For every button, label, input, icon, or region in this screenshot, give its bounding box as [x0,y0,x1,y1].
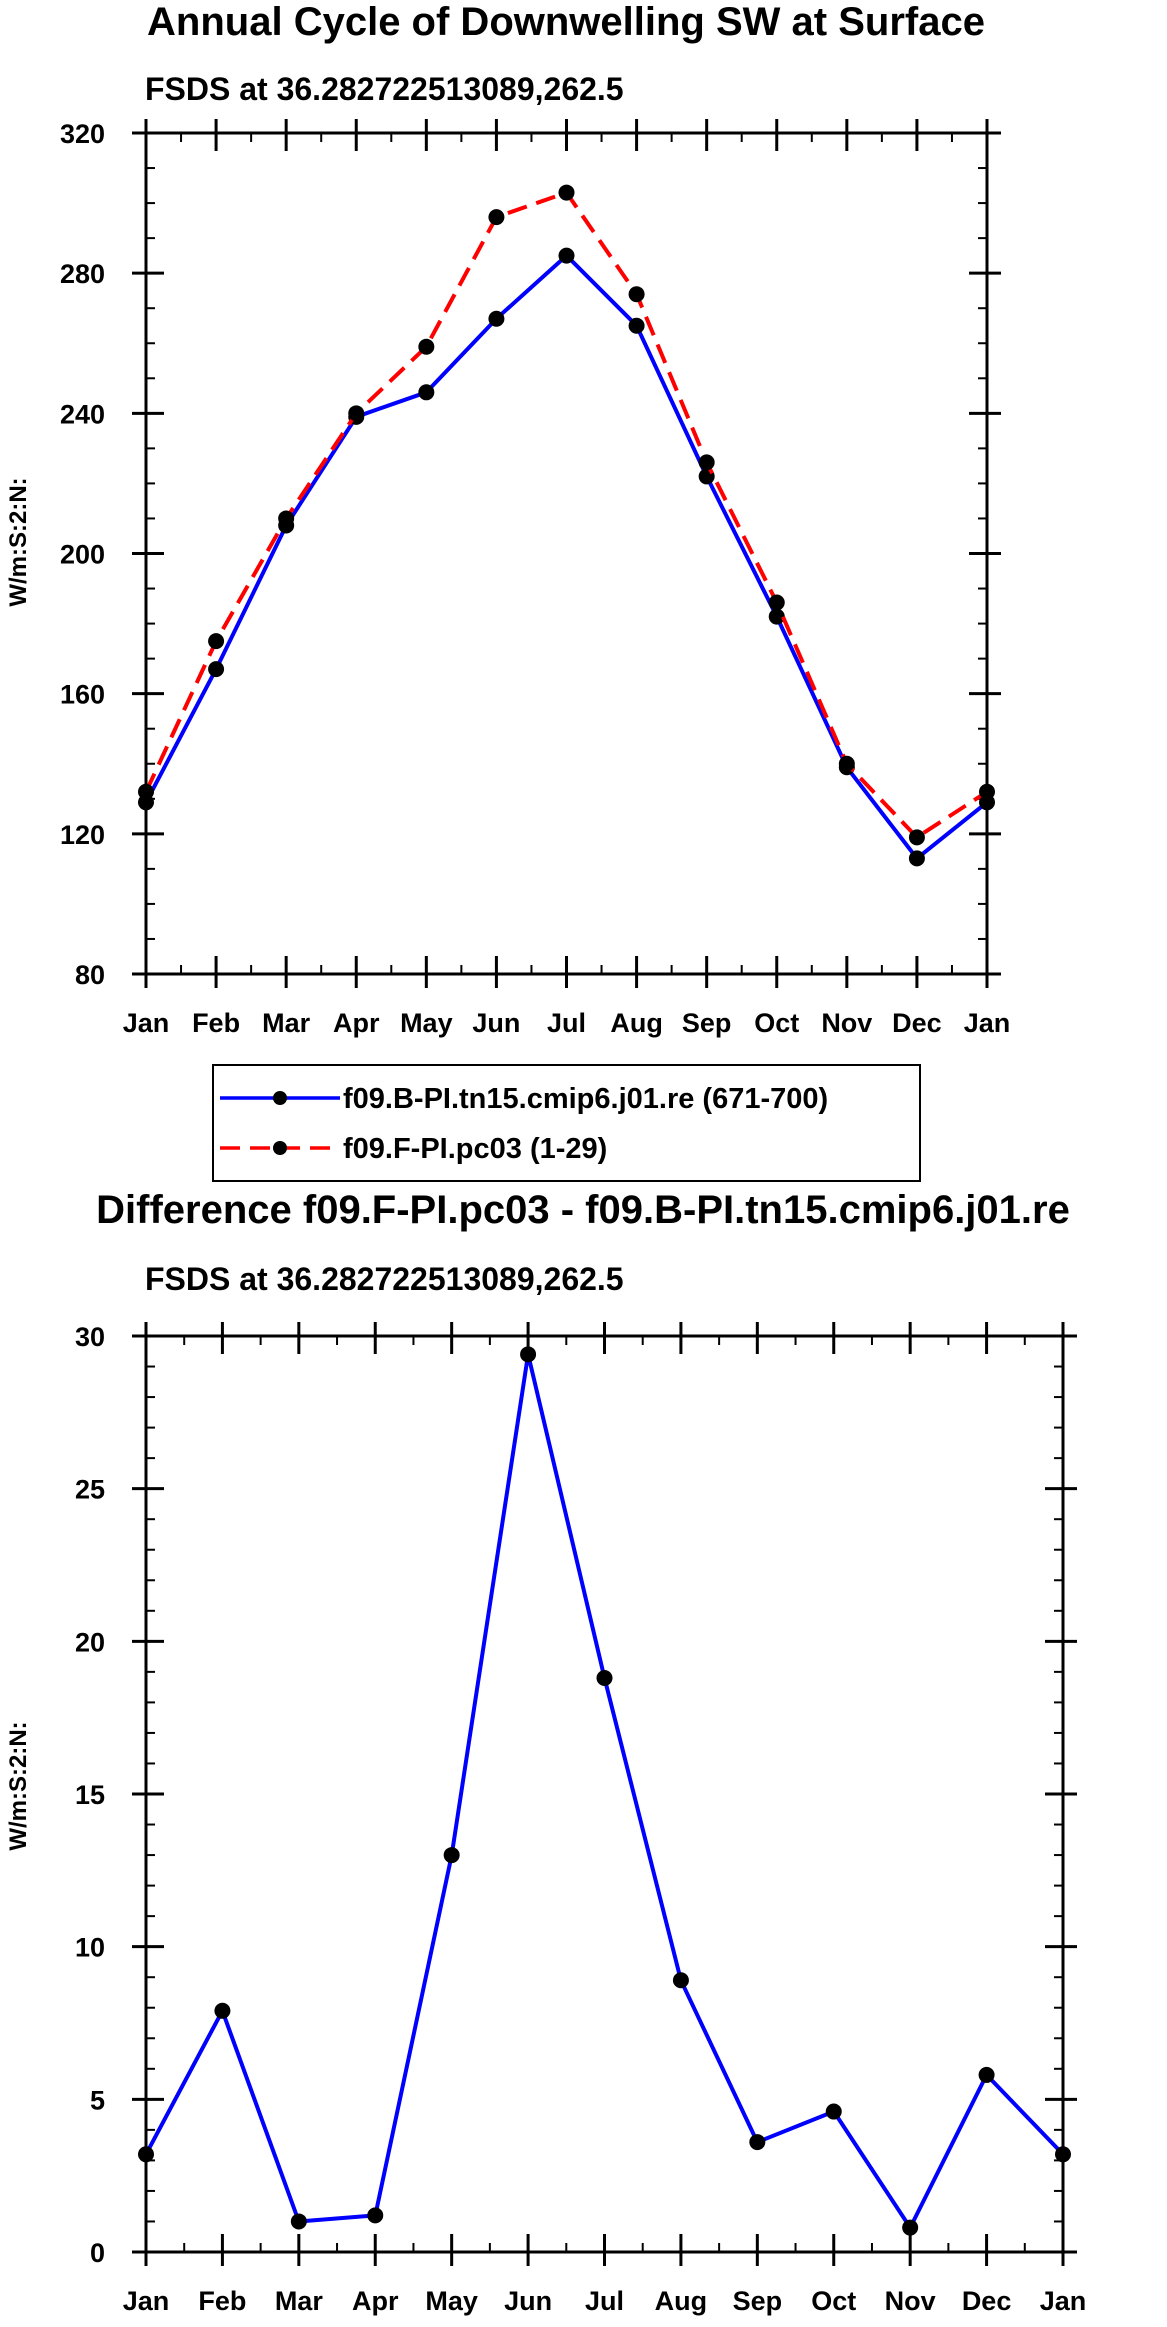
series-line-0 [144,253,989,861]
x-tick-label: Nov [885,2286,936,2316]
data-point [488,310,505,327]
y-tick-label: 120 [60,820,105,850]
difference-panel: Difference f09.F-PI.pc03 - f09.B-PI.tn15… [5,1188,1086,2316]
x-tick-label: Jun [504,2286,552,2316]
data-point [290,2213,307,2230]
data-point [628,286,645,303]
x-tick-label: Jan [964,1008,1011,1038]
y-axis-label: W/m:S:2:N: [5,1721,32,1850]
y-tick-label: 5 [90,2085,105,2115]
x-tick-label: Dec [892,1008,942,1038]
x-tick-label: Apr [333,1008,380,1038]
chart-subtitle: FSDS at 36.282722513089,262.5 [145,1261,624,1297]
x-tick-label: Jul [585,2286,624,2316]
data-point [520,1346,537,1363]
x-tick-label: Mar [262,1008,311,1038]
x-tick-label: Oct [811,2286,856,2316]
x-tick-label: Sep [682,1008,732,1038]
data-point [418,338,435,355]
x-tick-label: Jan [123,1008,170,1038]
chart-subtitle: FSDS at 36.282722513089,262.5 [145,71,624,107]
x-tick-label: Aug [655,2286,707,2316]
data-point [558,247,575,264]
data-point [418,384,435,401]
data-point [978,2066,995,2083]
x-tick-label: Feb [198,2286,246,2316]
y-tick-label: 15 [75,1780,105,1810]
legend-label-test: f09.F-PI.pc03 (1-29) [343,1133,607,1165]
chart-title: Difference f09.F-PI.pc03 - f09.B-PI.tn15… [96,1188,1070,1232]
data-point [908,829,925,846]
y-axis-label: W/m:S:2:N: [5,477,32,606]
x-tick-label: Apr [352,2286,399,2316]
y-tick-label: 0 [90,2238,105,2268]
data-point [214,2002,231,2019]
x-tick-label: May [400,1008,453,1038]
x-tick-label: Feb [192,1008,240,1038]
annual-cycle-panel: Annual Cycle of Downwelling SW at Surfac… [5,0,1010,1182]
data-point [908,850,925,867]
data-point [628,317,645,334]
data-point [596,1669,613,1686]
legend-marker-ctrl [273,1091,287,1105]
x-tick-label: Mar [275,2286,324,2316]
x-tick-label: Nov [821,1008,872,1038]
data-point [367,2207,384,2224]
data-point [278,510,295,527]
y-tick-label: 10 [75,1933,105,1963]
x-tick-label: Dec [962,2286,1012,2316]
series-lines [138,1346,1071,2236]
x-tick-label: May [425,2286,478,2316]
data-point [488,209,505,226]
data-point [768,608,785,625]
x-tick-label: Jan [1040,2286,1087,2316]
data-point [768,594,785,611]
data-point [902,2219,919,2236]
y-tick-label: 80 [75,960,105,990]
data-point [825,2103,842,2120]
data-point [208,661,225,678]
series-line-1 [144,190,989,840]
y-tick-label: 240 [60,399,105,429]
data-point [208,633,225,650]
tick-labels: 80 120 160 200 240 280 320 Jan Feb Mar Apr May Jun Ju… [60,119,1010,1038]
series-line-0 [144,1352,1065,2230]
x-tick-label: Oct [754,1008,799,1038]
x-tick-label: Jan [123,2286,170,2316]
data-point [348,405,365,422]
data-point [698,454,715,471]
data-point [558,184,575,201]
legend-label-ctrl: f09.B-PI.tn15.cmip6.j01.re (671-700) [343,1083,828,1115]
y-tick-label: 20 [75,1627,105,1657]
y-tick-label: 160 [60,680,105,710]
legend-marker-test [273,1141,287,1155]
y-tick-label: 280 [60,259,105,289]
y-tick-label: 25 [75,1475,105,1505]
data-point [443,1847,460,1864]
axis-ticks [132,1322,1077,2266]
y-tick-label: 200 [60,540,105,570]
data-point [838,755,855,772]
plot-frame [144,1334,1065,2254]
legend: f09.B-PI.tn15.cmip6.j01.re (671-700) f09… [212,1064,921,1182]
y-tick-label: 320 [60,119,105,149]
data-point [672,1972,689,1989]
data-point [749,2134,766,2151]
chart-title: Annual Cycle of Downwelling SW at Surfac… [147,0,985,44]
plot-frame [144,131,989,976]
x-tick-label: Jun [472,1008,520,1038]
tick-labels: 0 5 10 15 20 25 30 Jan Feb Mar Apr May Jun Jul Aug Sep O… [75,1322,1086,2316]
legend-box [212,1064,921,1182]
x-tick-label: Sep [733,2286,783,2316]
x-tick-label: Aug [610,1008,662,1038]
series-lines [138,184,995,867]
x-tick-label: Jul [547,1008,586,1038]
y-tick-label: 30 [75,1322,105,1352]
